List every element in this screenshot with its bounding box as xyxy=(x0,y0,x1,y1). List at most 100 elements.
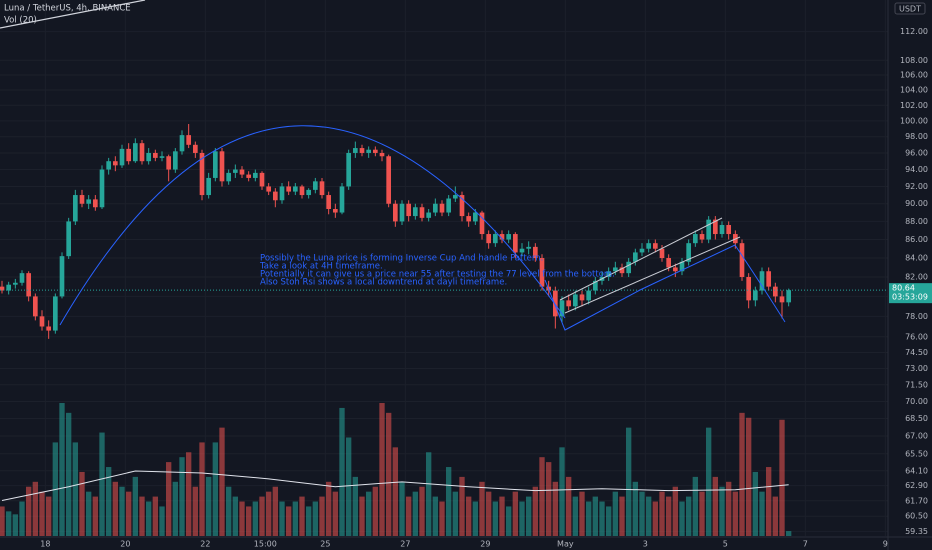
volume-bar xyxy=(159,506,165,536)
volume-bar xyxy=(572,496,578,536)
volume-bar xyxy=(512,491,518,536)
volume-bar xyxy=(179,457,185,536)
volume-bar xyxy=(292,501,298,536)
currency-label[interactable]: USDT xyxy=(899,5,921,14)
candle-body xyxy=(33,296,38,317)
candle-body xyxy=(113,161,118,166)
candle-body xyxy=(366,149,371,153)
volume-bar xyxy=(39,491,45,536)
volume-bar xyxy=(726,481,732,536)
y-tick-label: 112.00 xyxy=(900,27,928,36)
candle-body xyxy=(746,276,751,301)
drawings xyxy=(0,0,786,331)
candle-body xyxy=(226,172,231,182)
candle-body xyxy=(553,290,558,317)
candle-body xyxy=(13,282,18,285)
x-tick-label: 3 xyxy=(643,540,648,549)
volume-bar xyxy=(586,501,592,536)
volume-bar xyxy=(212,442,218,536)
volume-bar xyxy=(552,481,558,536)
volume-bar xyxy=(626,427,632,536)
candle-body xyxy=(73,195,78,222)
volume-bar xyxy=(732,491,738,536)
y-tick-label: 92.00 xyxy=(905,182,928,191)
x-tick-label: 5 xyxy=(723,540,728,549)
y-tick-label: 88.00 xyxy=(905,217,928,226)
volume-bar xyxy=(646,496,652,536)
candle-body xyxy=(119,148,125,166)
candle-body xyxy=(39,316,45,327)
volume-bar xyxy=(759,491,765,536)
candle-body xyxy=(313,181,318,190)
candle-body xyxy=(186,135,191,145)
y-tick-label: 94.00 xyxy=(905,165,928,174)
volume-bar xyxy=(226,486,232,536)
volume-bar xyxy=(106,467,112,536)
volume-bar xyxy=(439,501,445,536)
candle-body xyxy=(233,169,238,173)
volume-bar xyxy=(472,501,478,536)
volume-bar xyxy=(519,501,525,536)
candle-body xyxy=(173,151,178,170)
volume-bar xyxy=(619,496,625,536)
candle-body xyxy=(26,273,31,297)
volume-bar xyxy=(279,501,285,536)
volume-bar xyxy=(232,496,238,536)
x-tick-label: 25 xyxy=(320,540,330,549)
candle-body xyxy=(293,186,298,192)
candle-body xyxy=(99,169,105,208)
y-tick-label: 86.00 xyxy=(905,235,928,244)
candle-body xyxy=(706,219,711,240)
candle-body xyxy=(473,212,478,222)
candle-body xyxy=(333,209,338,213)
currency-button[interactable] xyxy=(894,2,926,15)
x-tick-label: 20 xyxy=(120,540,130,549)
candle-body xyxy=(93,199,98,208)
countdown-label: 03:53:09 xyxy=(892,293,928,302)
candle-body xyxy=(246,174,251,178)
volume-bar xyxy=(352,476,358,536)
volume-bar xyxy=(6,511,12,536)
volume-bar xyxy=(59,403,65,536)
volume-bar xyxy=(779,419,785,536)
volume-bar xyxy=(479,481,485,536)
candle-body xyxy=(206,177,211,196)
candle-body xyxy=(346,152,351,187)
candle-body xyxy=(373,149,378,153)
candle-body xyxy=(59,256,65,297)
annotation: Potentially it can give us a price near … xyxy=(260,270,615,280)
candle-body xyxy=(319,181,325,196)
channel-line xyxy=(559,217,723,301)
candle-body xyxy=(586,290,591,301)
volume-bar xyxy=(419,486,425,536)
x-tick-label: 7 xyxy=(803,540,808,549)
y-tick-label: 71.50 xyxy=(905,380,928,389)
volume-bar xyxy=(259,496,265,536)
candle-body xyxy=(446,198,451,213)
volume-bar xyxy=(86,491,92,536)
channel-line xyxy=(564,236,741,314)
y-tick-label: 78.00 xyxy=(905,312,928,321)
candle-body xyxy=(713,219,718,235)
candle-body xyxy=(86,199,91,204)
y-tick-label: 68.50 xyxy=(905,414,928,423)
y-tick-label: 84.00 xyxy=(905,254,928,263)
candle-body xyxy=(193,144,198,153)
volume-bar xyxy=(526,496,532,536)
volume-bar xyxy=(172,481,178,536)
candle-body xyxy=(166,156,171,170)
candle-body xyxy=(379,152,385,157)
volume-bar xyxy=(239,501,245,536)
candle-body xyxy=(159,156,165,158)
candle-body xyxy=(279,186,285,201)
candle-body xyxy=(286,186,291,192)
volume-bar xyxy=(126,491,132,536)
volume-bar xyxy=(346,437,352,536)
handle-path xyxy=(544,244,786,331)
volume-bar xyxy=(499,496,505,536)
volume-bar xyxy=(606,506,612,536)
volume-bar xyxy=(432,496,438,536)
last-price-label: 80.64 xyxy=(892,284,915,293)
candle-body xyxy=(266,186,271,192)
candle-body xyxy=(613,267,618,272)
